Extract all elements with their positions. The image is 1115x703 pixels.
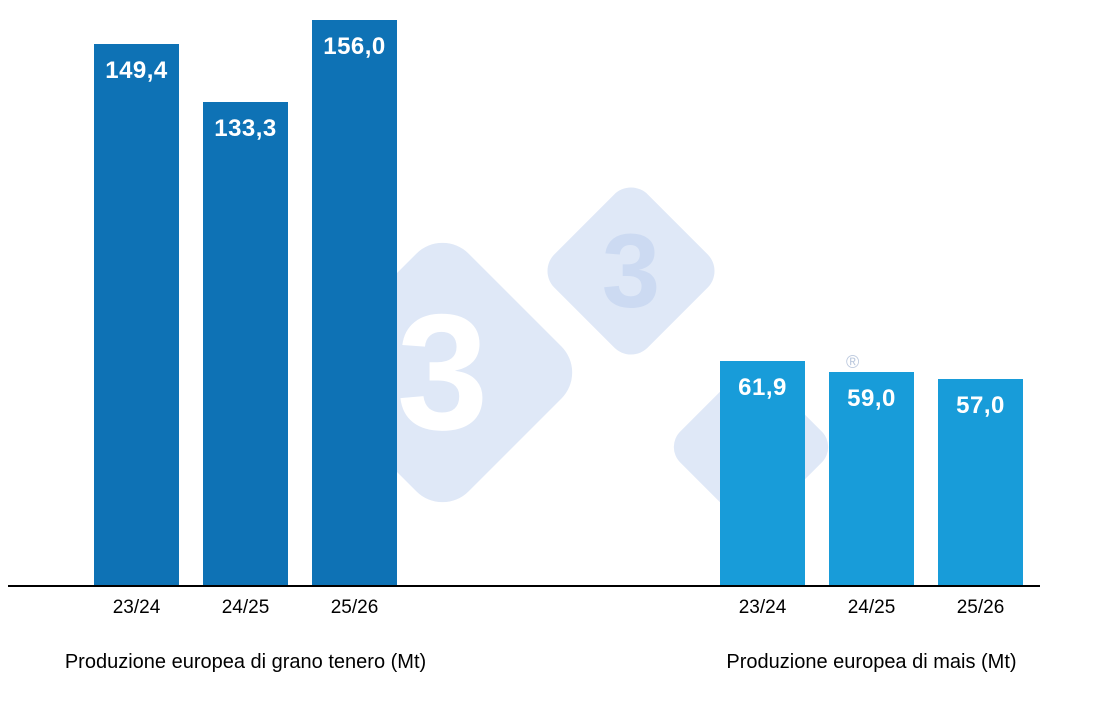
registered-trademark-icon: ® [846,352,860,372]
bar-25-26: 156,0 [312,20,397,586]
category-label: 23/24 [112,597,161,618]
bar-group-maize: 61,9 59,0 57,0 23/24 24/25 25/26 Produzione … [720,0,1023,703]
bar-24-25: 133,3 [203,102,288,586]
bar-value-label: 133,3 [214,115,277,142]
chart-title-wheat: Produzione europea di grano tenero (Mt) [64,651,427,673]
watermark-3-glyph: 3 [396,280,489,464]
bar-value-label: 61,9 [738,374,787,401]
category-label: 25/26 [330,597,379,618]
category-label: 24/25 [221,597,270,618]
bars-container-maize: 61,9 59,0 57,0 [720,361,1023,586]
watermark-3-glyph: 3 [601,212,661,330]
bars-container-wheat: 149,4 133,3 156,0 [94,20,397,586]
bar-value-label: 149,4 [105,57,168,84]
category-label: 25/26 [956,597,1005,618]
bar-23-24: 149,4 [94,44,179,586]
watermark-diamond-top: 3 [537,177,725,365]
category-labels-maize: 23/24 24/25 25/26 [720,597,1023,619]
watermark-diamond-center: 3 [297,227,588,518]
bar-value-label: 156,0 [323,33,386,60]
bar-group-wheat: 149,4 133,3 156,0 23/24 24/25 25/26 Produzio… [65,0,426,703]
chart-title-maize: Produzione europea di mais (Mt) [726,651,1017,673]
bar-value-label: 59,0 [847,385,896,412]
x-axis-line [8,585,1040,587]
category-label: 23/24 [738,597,787,618]
category-labels-wheat: 23/24 24/25 25/26 [94,597,397,619]
bar-24-25: 59,0 [829,372,914,586]
category-label: 24/25 [847,597,896,618]
bar-23-24: 61,9 [720,361,805,586]
bar-value-label: 57,0 [956,392,1005,419]
bar-25-26: 57,0 [938,379,1023,586]
